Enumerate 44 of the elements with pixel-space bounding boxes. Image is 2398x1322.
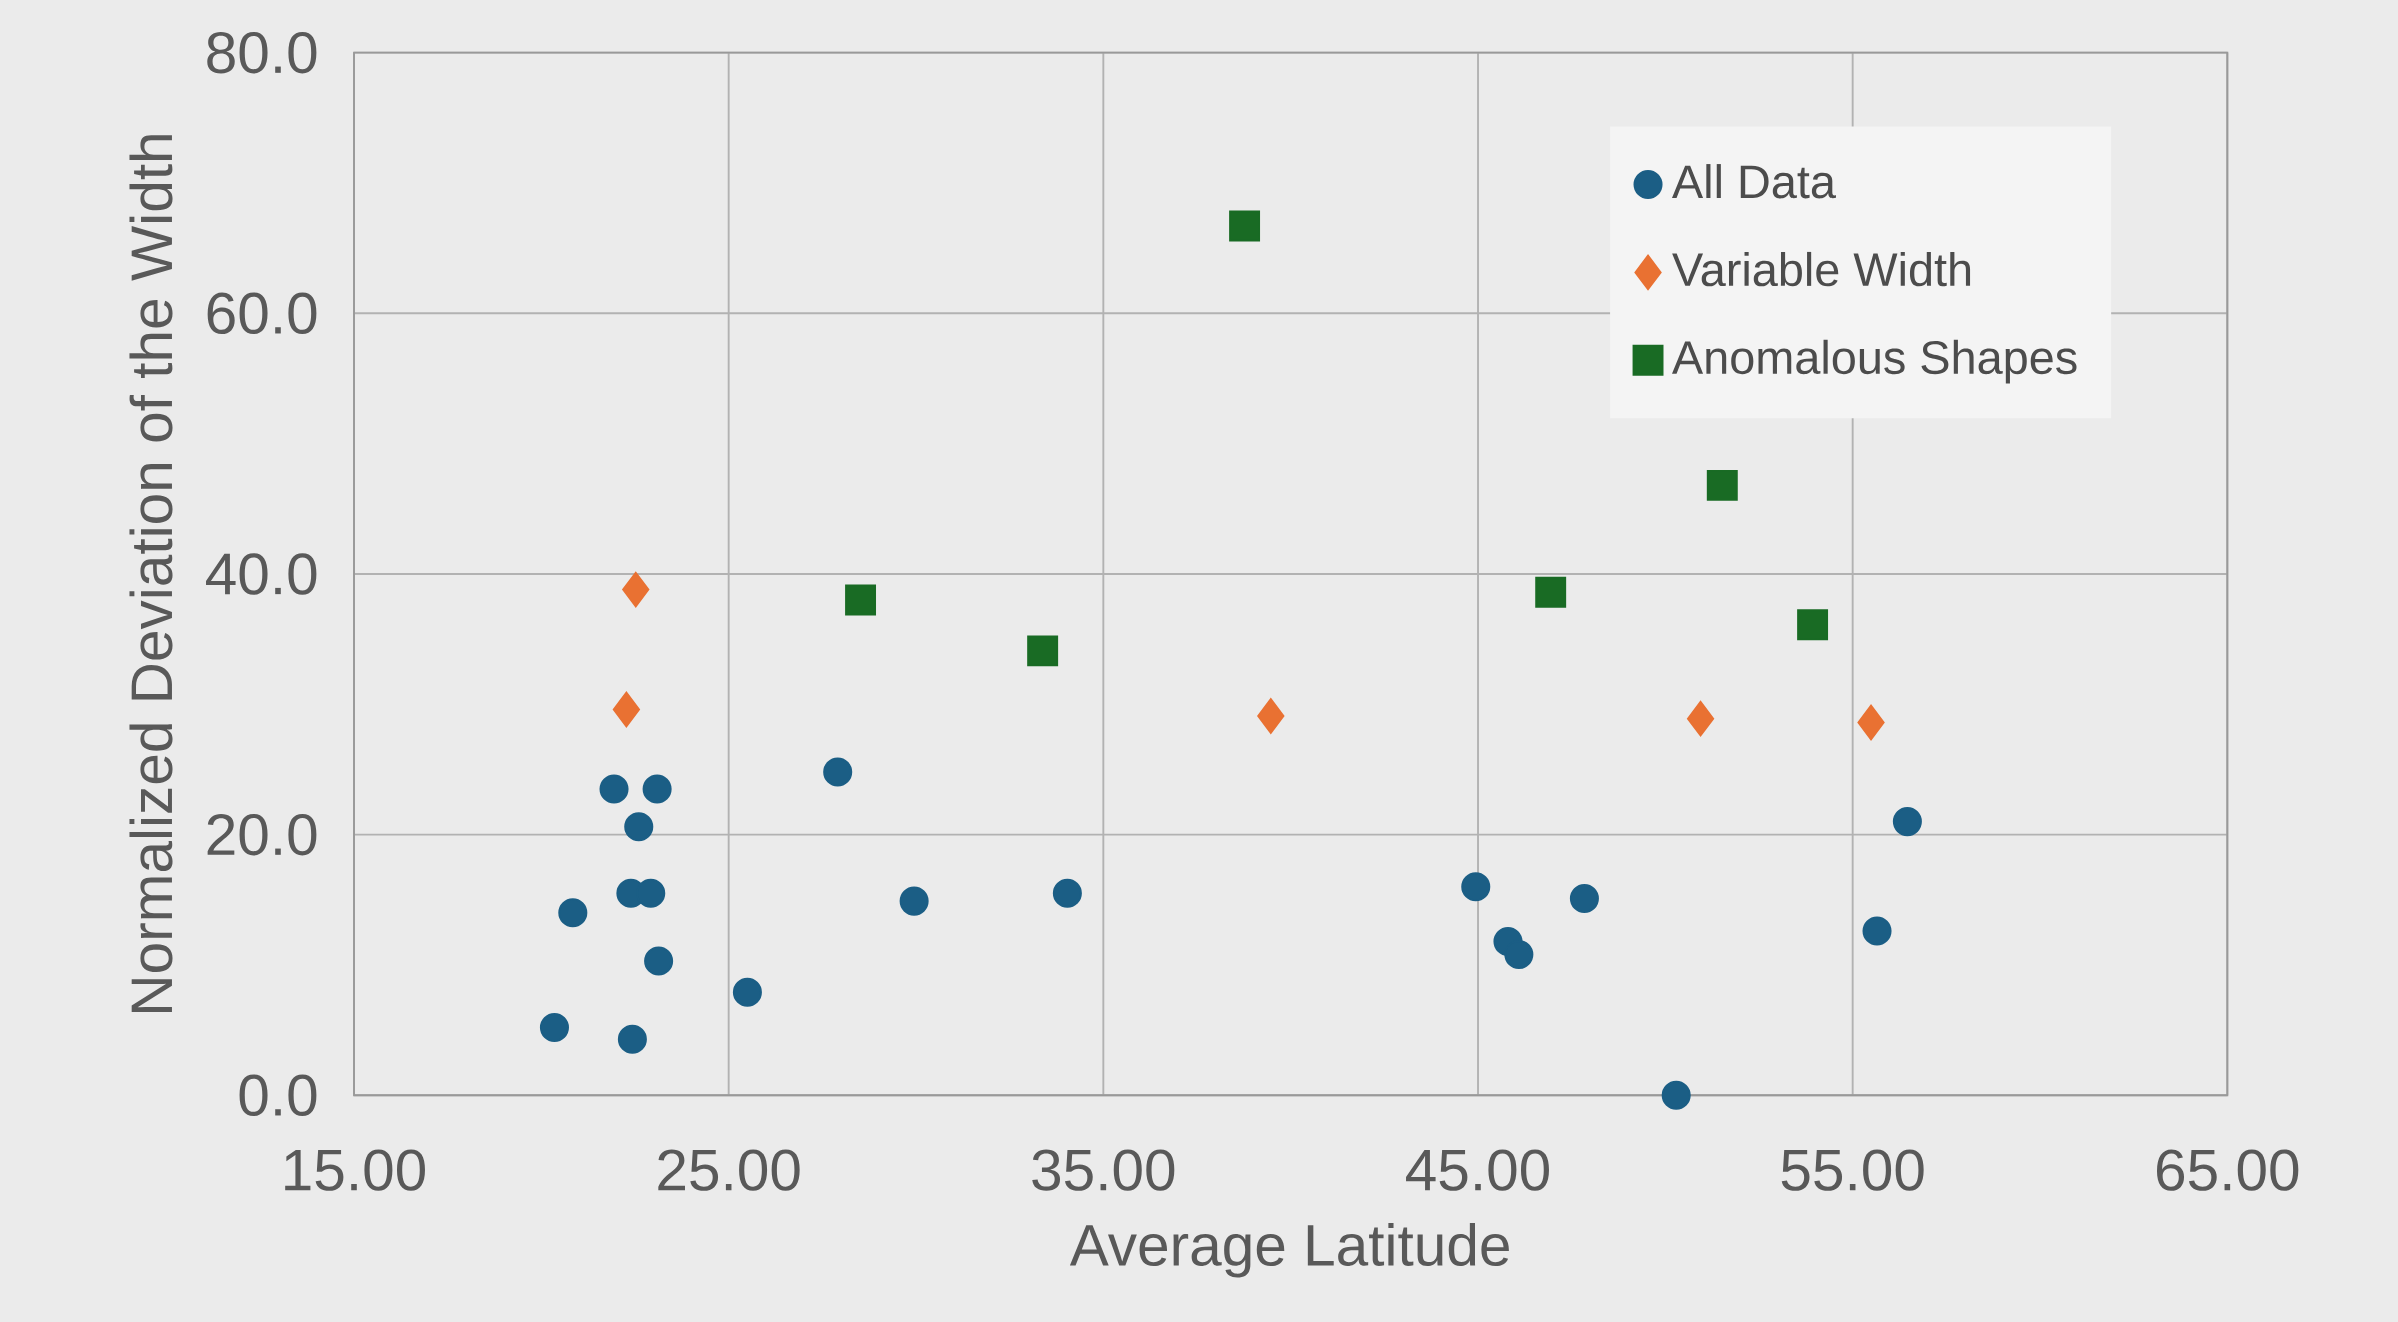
x-tick-label: 55.00 bbox=[1781, 1149, 1924, 1191]
y-tick-label: 20.0 bbox=[207, 813, 317, 856]
point bbox=[558, 898, 588, 928]
y-axis-title: Normalized Deviation of the Width bbox=[129, 135, 173, 1012]
y-tick-label: 0.0 bbox=[239, 1074, 317, 1117]
x-tick-label: 65.00 bbox=[2156, 1149, 2299, 1191]
point bbox=[1661, 1080, 1691, 1110]
point bbox=[539, 1013, 569, 1043]
legend-label: Anomalous Shapes bbox=[1672, 339, 2077, 384]
point bbox=[599, 774, 629, 804]
point bbox=[644, 946, 674, 976]
point bbox=[1706, 469, 1738, 501]
x-axis-title: Average Latitude bbox=[1069, 1222, 1509, 1278]
point bbox=[1569, 883, 1599, 914]
point bbox=[1857, 704, 1885, 741]
point bbox=[642, 774, 672, 804]
point bbox=[899, 886, 929, 916]
legend-label: Variable Width bbox=[1672, 251, 1971, 287]
y-tick-label: 60.0 bbox=[207, 292, 317, 335]
point bbox=[1257, 698, 1285, 734]
point bbox=[617, 1024, 647, 1054]
point bbox=[732, 977, 762, 1007]
point bbox=[1052, 878, 1082, 908]
x-tick-label: 45.00 bbox=[1406, 1149, 1549, 1191]
point bbox=[845, 584, 877, 616]
x-tick-label: 15.00 bbox=[285, 1149, 425, 1191]
point bbox=[1686, 700, 1715, 737]
point bbox=[624, 812, 654, 842]
point bbox=[1797, 609, 1829, 641]
point bbox=[622, 571, 650, 608]
y-tick-label: 40.0 bbox=[206, 553, 317, 595]
x-tick-label: 35.00 bbox=[1032, 1149, 1175, 1191]
point bbox=[823, 757, 853, 787]
point bbox=[1461, 872, 1491, 902]
point bbox=[1535, 576, 1567, 608]
point bbox=[1504, 940, 1534, 970]
point bbox=[1027, 635, 1059, 667]
y-tick-label: 80.0 bbox=[207, 31, 317, 74]
legend-label: All Data bbox=[1672, 164, 1836, 199]
point bbox=[1862, 916, 1892, 946]
point bbox=[1892, 807, 1922, 837]
point bbox=[612, 691, 640, 728]
point bbox=[1229, 210, 1261, 242]
x-tick-label: 25.00 bbox=[658, 1149, 800, 1191]
